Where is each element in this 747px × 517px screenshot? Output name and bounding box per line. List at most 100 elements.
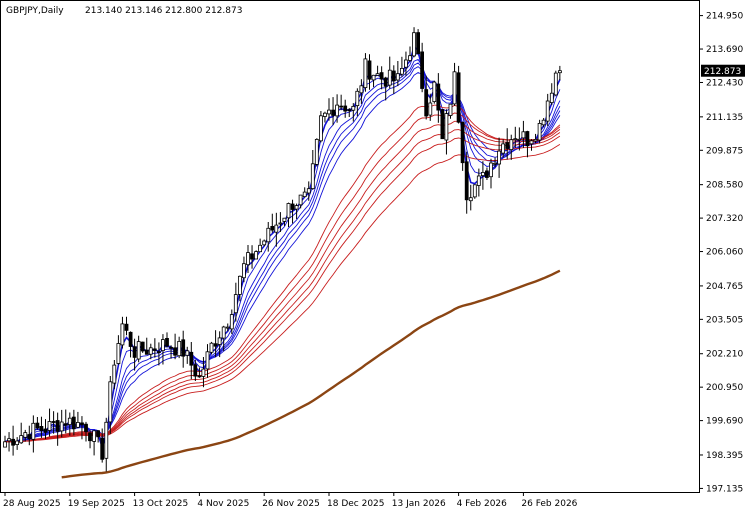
candle-body[interactable] [59, 421, 64, 432]
candle-body[interactable] [185, 350, 190, 356]
candle-body[interactable] [428, 102, 433, 116]
candle-body[interactable] [294, 205, 299, 210]
candle-body[interactable] [416, 32, 421, 55]
candle-body[interactable] [525, 131, 530, 147]
candle-body[interactable] [27, 434, 32, 440]
candle-body[interactable] [282, 217, 287, 222]
candle-body[interactable] [51, 421, 56, 423]
candle-body[interactable] [468, 197, 473, 202]
candle-body[interactable] [241, 263, 246, 279]
candle-body[interactable] [140, 341, 145, 352]
candle-body[interactable] [509, 139, 514, 150]
candle-body[interactable] [112, 364, 117, 384]
candle-body[interactable] [480, 171, 485, 176]
candle-body[interactable] [19, 435, 24, 444]
candle-body[interactable] [23, 432, 28, 438]
candle-body[interactable] [493, 162, 497, 165]
candle-body[interactable] [505, 142, 510, 149]
candle-body[interactable] [318, 115, 323, 142]
candle-body[interactable] [189, 351, 194, 366]
candle-body[interactable] [545, 100, 550, 122]
candle-body[interactable] [537, 123, 542, 141]
candle-body[interactable] [177, 340, 182, 357]
candle-body[interactable] [412, 32, 416, 57]
candle-body[interactable] [558, 70, 562, 74]
candle-body[interactable] [84, 423, 88, 433]
candle-body[interactable] [302, 191, 307, 198]
candle-body[interactable] [436, 83, 441, 111]
candle-body[interactable] [306, 188, 311, 194]
candle-body[interactable] [286, 203, 291, 219]
candle-body[interactable] [408, 55, 412, 61]
candle-body[interactable] [391, 70, 396, 82]
candle-body[interactable] [120, 323, 125, 346]
candle-body[interactable] [148, 347, 153, 355]
candle-body[interactable] [136, 341, 141, 360]
candle-body[interactable] [67, 417, 72, 426]
candle-body[interactable] [11, 438, 16, 446]
candle-body[interactable] [343, 105, 348, 112]
candle-body[interactable] [221, 326, 226, 339]
candle-body[interactable] [497, 150, 502, 165]
candle-body[interactable] [363, 58, 368, 89]
candle-body[interactable] [3, 441, 7, 448]
candle-body[interactable] [229, 314, 234, 330]
candle-body[interactable] [517, 138, 522, 141]
candle-body[interactable] [104, 421, 109, 459]
candle-body[interactable] [347, 109, 352, 112]
candle-body[interactable] [513, 138, 518, 141]
candle-body[interactable] [92, 430, 96, 442]
candle-body[interactable] [274, 224, 279, 233]
candle-body[interactable] [452, 71, 457, 105]
candle-body[interactable] [351, 106, 356, 111]
candle-body[interactable] [541, 119, 546, 126]
candle-body[interactable] [47, 421, 52, 431]
candle-body[interactable] [335, 104, 340, 117]
candle-body[interactable] [173, 347, 178, 356]
candle-body[interactable] [250, 253, 254, 260]
candle-body[interactable] [395, 73, 400, 81]
candle-body[interactable] [63, 423, 68, 426]
candle-body[interactable] [262, 240, 267, 246]
candle-body[interactable] [35, 422, 40, 429]
candle-body[interactable] [246, 252, 250, 266]
candle-body[interactable] [533, 138, 538, 142]
candle-body[interactable] [420, 51, 425, 89]
candle-body[interactable] [399, 68, 404, 75]
candle-body[interactable] [290, 203, 295, 210]
candle-body[interactable] [144, 349, 149, 355]
candle-body[interactable] [460, 121, 465, 164]
candle-body[interactable] [160, 339, 165, 352]
candle-body[interactable] [205, 351, 210, 370]
candle-body[interactable] [379, 72, 384, 80]
candle-body[interactable] [549, 92, 554, 103]
candle-body[interactable] [359, 85, 364, 94]
candle-body[interactable] [484, 170, 489, 178]
candle-body[interactable] [521, 131, 526, 139]
candle-body[interactable] [15, 440, 20, 445]
candle-body[interactable] [529, 140, 534, 145]
candle-body[interactable] [39, 425, 44, 431]
candle-body[interactable] [108, 381, 113, 423]
candle-body[interactable] [217, 337, 222, 345]
candle-body[interactable] [124, 323, 129, 331]
candles[interactable] [3, 27, 562, 472]
candle-body[interactable] [403, 59, 408, 68]
candle-body[interactable] [88, 432, 92, 442]
candle-body[interactable] [310, 163, 315, 190]
candle-body[interactable] [501, 143, 506, 154]
candle-body[interactable] [128, 331, 133, 347]
candle-body[interactable] [476, 175, 481, 186]
candle-body[interactable] [432, 81, 437, 102]
candle-body[interactable] [181, 339, 186, 357]
candle-body[interactable] [237, 275, 242, 295]
candle-body[interactable] [116, 343, 121, 364]
candle-body[interactable] [270, 225, 275, 231]
candle-body[interactable] [258, 244, 263, 253]
candle-body[interactable] [298, 194, 303, 206]
candle-body[interactable] [424, 89, 429, 117]
candle-body[interactable] [76, 421, 80, 428]
candle-body[interactable] [444, 113, 449, 141]
candle-body[interactable] [322, 112, 327, 117]
